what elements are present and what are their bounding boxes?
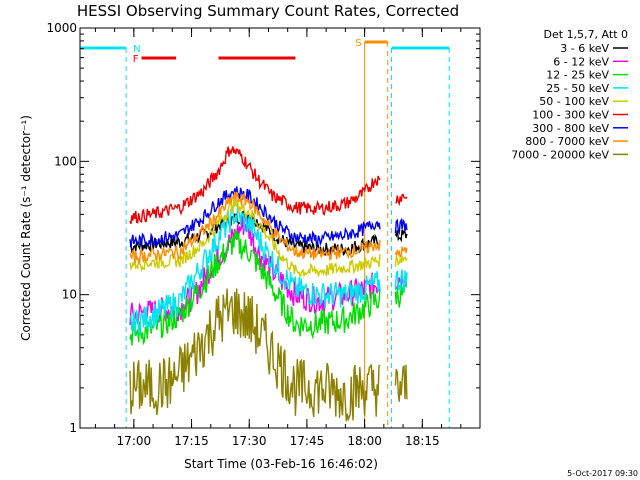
series-layer (129, 146, 408, 422)
x-axis: 17:00 17:15 17:30 17:45 18:00 18:15 (94, 28, 462, 448)
x-tick-label: 18:15 (405, 434, 440, 448)
legend-label: 25 - 50 keV (546, 82, 609, 95)
y-tick-label: 100 (54, 154, 77, 168)
series-line (129, 191, 381, 265)
x-tick-label: 18:00 (347, 434, 382, 448)
x-tick-label: 17:30 (232, 434, 267, 448)
series-line (129, 186, 381, 248)
plot-area (79, 27, 481, 429)
x-tick-label: 17:45 (290, 434, 325, 448)
y-axis: 1 10 100 1000 (46, 21, 480, 435)
flag-label-n: N (133, 44, 140, 55)
timestamp: 5-Oct-2017 09:30 (567, 469, 638, 478)
y-axis-label: Corrected Count Rate (s⁻¹ detector⁻¹) (19, 115, 33, 341)
legend-label: 800 - 7000 keV (525, 135, 609, 148)
legend-label: 12 - 25 keV (546, 69, 609, 82)
series-line (394, 364, 408, 402)
legend-label: 7000 - 20000 keV (511, 148, 609, 161)
legend-label: 6 - 12 keV (553, 55, 609, 68)
series-line (129, 288, 381, 422)
legend-label: 100 - 300 keV (532, 109, 609, 122)
series-line (394, 269, 408, 293)
legend-label: 3 - 6 keV (560, 42, 609, 55)
series-line (394, 246, 408, 259)
x-tick-label: 17:15 (174, 434, 209, 448)
series-line (129, 204, 381, 336)
series-line (394, 217, 408, 236)
legend-header: Det 1,5,7, Att 0 (544, 28, 628, 41)
y-tick-label: 10 (62, 288, 77, 302)
x-tick-label: 17:00 (117, 434, 152, 448)
chart-title: HESSI Observing Summary Count Rates, Cor… (77, 2, 459, 20)
flag-label-f: F (133, 54, 139, 65)
legend-label: 50 - 100 keV (539, 95, 609, 108)
x-axis-label: Start Time (03-Feb-16 16:46:02) (184, 457, 378, 471)
series-line (394, 255, 408, 267)
flag-label-s: S (355, 38, 361, 49)
series-line (395, 193, 408, 207)
series-line (129, 146, 381, 225)
series-line (129, 197, 381, 279)
series-line (394, 229, 408, 243)
y-tick-label: 1000 (46, 21, 77, 35)
legend-label: 300 - 800 keV (532, 122, 609, 135)
y-tick-label: 1 (69, 421, 77, 435)
